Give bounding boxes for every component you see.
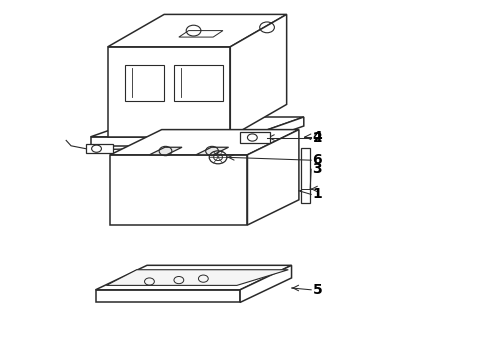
Text: 5: 5 [313, 283, 322, 297]
Text: 6: 6 [313, 153, 322, 167]
Polygon shape [91, 137, 247, 146]
Polygon shape [301, 148, 310, 203]
Polygon shape [110, 130, 299, 155]
Polygon shape [125, 65, 164, 101]
Polygon shape [106, 270, 288, 285]
Text: 1: 1 [313, 188, 322, 201]
Polygon shape [174, 65, 223, 101]
Polygon shape [240, 265, 292, 302]
Text: 4: 4 [313, 130, 322, 144]
Polygon shape [86, 144, 113, 153]
Polygon shape [91, 117, 304, 137]
Polygon shape [96, 290, 240, 302]
Polygon shape [179, 31, 223, 37]
Polygon shape [230, 14, 287, 137]
Text: 3: 3 [313, 162, 322, 176]
Polygon shape [96, 265, 292, 290]
Polygon shape [247, 130, 299, 225]
Polygon shape [110, 155, 247, 225]
Polygon shape [108, 47, 230, 137]
Polygon shape [240, 132, 270, 143]
Text: 2: 2 [313, 131, 322, 144]
Polygon shape [108, 14, 287, 47]
Polygon shape [247, 117, 304, 146]
Polygon shape [149, 147, 182, 155]
Polygon shape [196, 147, 228, 155]
